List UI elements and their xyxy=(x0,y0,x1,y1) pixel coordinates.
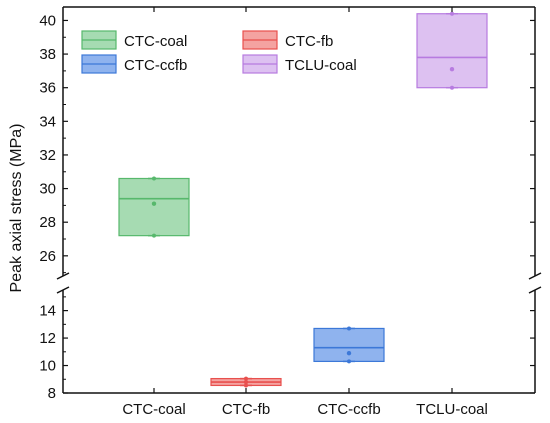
mean-point xyxy=(151,201,157,206)
y-axis-title: Peak axial stress (MPa) xyxy=(8,124,25,293)
y-tick-label: 8 xyxy=(48,385,56,402)
y-tick-label: 38 xyxy=(39,46,56,63)
y-tick-label: 28 xyxy=(39,214,56,231)
max-point xyxy=(152,176,156,181)
legend-label: CTC-ccfb xyxy=(124,57,187,74)
max-point xyxy=(244,376,248,381)
plot-area: 8 10 12 14 26 28 30 32 34 36 38 40 CTC-coal CTC-fb CTC… xyxy=(39,6,542,418)
max-point xyxy=(450,11,454,16)
box-ctc-ccfb xyxy=(313,327,385,363)
y-tick-label: 26 xyxy=(39,248,56,265)
right-axis-break-mark xyxy=(528,272,542,280)
y-tick-label: 34 xyxy=(39,113,56,130)
y-tick-label: 36 xyxy=(39,80,56,97)
x-tick-label: CTC-coal xyxy=(122,401,185,418)
y-tick-label: 40 xyxy=(39,12,56,29)
box-tclu-coal xyxy=(416,13,488,89)
box-ctc-coal xyxy=(118,177,190,237)
x-tick-label: CTC-ccfb xyxy=(317,401,380,418)
max-point xyxy=(347,326,351,331)
legend-label: CTC-fb xyxy=(285,33,333,50)
min-point xyxy=(152,233,156,238)
y-axis-break-mark xyxy=(56,286,70,294)
x-tick-label: TCLU-coal xyxy=(416,401,488,418)
mean-point xyxy=(346,350,352,356)
min-point xyxy=(450,85,454,90)
legend-label: CTC-coal xyxy=(124,33,187,50)
min-point xyxy=(244,383,248,388)
y-axis-break-mark xyxy=(56,272,70,280)
y-tick-label: 30 xyxy=(39,181,56,198)
y-tick-label: 14 xyxy=(39,303,56,320)
mean-point xyxy=(449,67,455,72)
x-tick-label: CTC-fb xyxy=(222,401,270,418)
y-tick-label: 10 xyxy=(39,358,56,375)
y-tick-label: 12 xyxy=(39,330,56,347)
legend-label: TCLU-coal xyxy=(285,57,357,74)
y-tick-label: 32 xyxy=(39,147,56,164)
mean-point xyxy=(243,379,249,385)
right-axis-break-mark xyxy=(528,286,542,294)
min-point xyxy=(347,359,351,364)
